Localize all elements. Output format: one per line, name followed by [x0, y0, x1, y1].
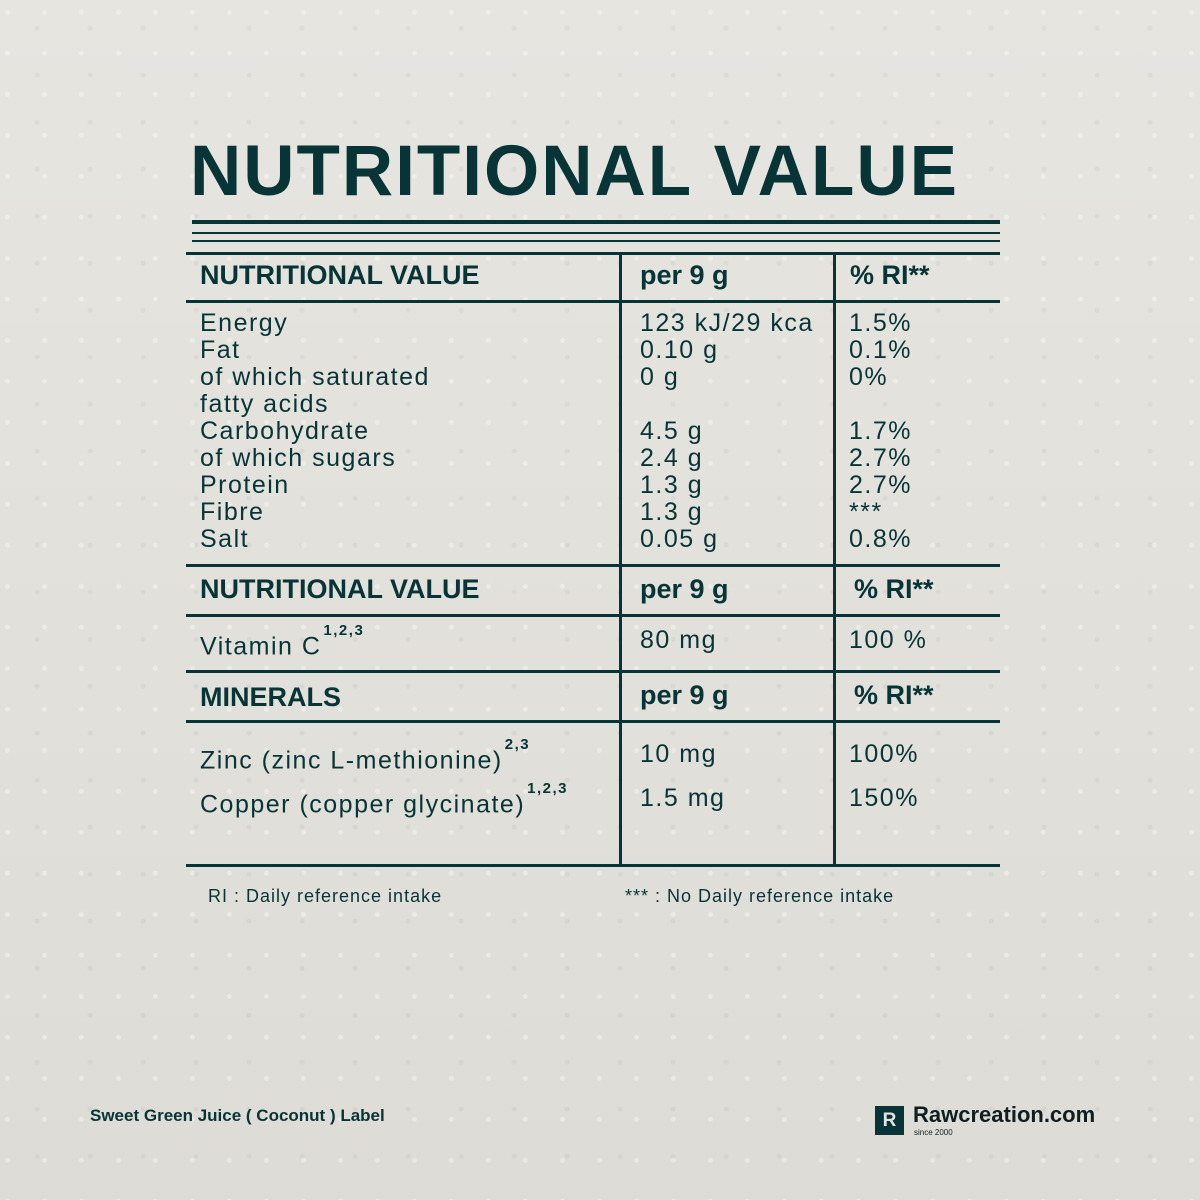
- list-item: of which sugars: [200, 444, 397, 472]
- brand-since: since 2000: [914, 1128, 953, 1137]
- brand-name: Rawcreation.com: [913, 1102, 1096, 1127]
- page-title: NUTRITIONAL VALUE: [190, 132, 959, 211]
- list-item: 1.3 g: [640, 498, 704, 526]
- title-rule-thin-1: [192, 232, 1000, 234]
- section1-amount-column: 123 kJ/29 kca 0.10 g 0 g 4.5 g 2.4 g 1.3…: [640, 310, 814, 553]
- list-item: 0.8%: [849, 525, 912, 553]
- section3-header-minerals: MINERALS: [200, 682, 341, 712]
- zinc-footnote-ref: 2,3: [504, 736, 531, 753]
- column-divider-1: [619, 252, 622, 867]
- title-rule-thick: [192, 220, 1000, 224]
- list-item: Energy: [200, 309, 289, 337]
- list-item: 123 kJ/29 kca: [640, 309, 814, 337]
- footnote-ri: RI : Daily reference intake: [208, 886, 443, 906]
- table-top-rule: [186, 252, 1000, 255]
- list-item: 1.3 g: [640, 471, 704, 499]
- column-divider-2: [833, 252, 836, 867]
- vitamin-c-footnote-ref: 1,2,3: [323, 622, 365, 639]
- copper-ri: 150%: [849, 784, 919, 812]
- list-item: [849, 391, 912, 418]
- section3-top-rule: [186, 670, 1000, 673]
- zinc-label: Zinc (zinc L-methionine): [200, 746, 503, 775]
- section1-ri-column: 1.5% 0.1% 0% 1.7% 2.7% 2.7% *** 0.8%: [849, 310, 912, 553]
- zinc-ri: 100%: [849, 740, 919, 768]
- section2-header-rule: [186, 614, 1000, 617]
- list-item: 0 g: [640, 363, 680, 391]
- copper-name: Copper (copper glycinate)1,2,3: [200, 780, 568, 819]
- vitamin-c-amount: 80 mg: [640, 626, 717, 654]
- zinc-name: Zinc (zinc L-methionine)2,3: [200, 736, 530, 775]
- copper-label: Copper (copper glycinate): [200, 790, 526, 819]
- table-bottom-rule: [186, 864, 1000, 867]
- list-item: 4.5 g: [640, 417, 704, 445]
- section2-header-ri: % RI**: [854, 574, 934, 604]
- section3-header-rule: [186, 720, 1000, 723]
- list-item: of which saturated: [200, 363, 430, 391]
- list-item: 1.5%: [849, 309, 912, 337]
- copper-amount: 1.5 mg: [640, 784, 726, 812]
- vitamin-c-ri: 100 %: [849, 626, 928, 654]
- list-item: 0%: [849, 363, 889, 391]
- section1-header-rule: [186, 300, 1000, 303]
- section1-name-column: Energy Fat of which saturated fatty acid…: [200, 310, 430, 553]
- vitamin-c-label: Vitamin C: [200, 632, 322, 661]
- list-item: Salt: [200, 525, 250, 553]
- list-item: Protein: [200, 471, 290, 499]
- list-item: 1.7%: [849, 417, 912, 445]
- section3-header-ri: % RI**: [854, 680, 934, 710]
- list-item: [640, 391, 814, 418]
- section1-header-nutrient: NUTRITIONAL VALUE: [200, 260, 480, 290]
- list-item: 0.1%: [849, 336, 912, 364]
- copper-footnote-ref: 1,2,3: [527, 780, 569, 797]
- list-item: Fat: [200, 336, 241, 364]
- section1-header-ri: % RI**: [850, 260, 930, 290]
- list-item: 2.7%: [849, 444, 912, 472]
- list-item: 2.7%: [849, 471, 912, 499]
- footnote-no-ri: *** : No Daily reference intake: [625, 886, 895, 906]
- list-item: Carbohydrate: [200, 417, 370, 445]
- zinc-amount: 10 mg: [640, 740, 717, 768]
- list-item: Fibre: [200, 498, 265, 526]
- list-item: 0.10 g: [640, 336, 719, 364]
- list-item: fatty acids: [200, 390, 330, 418]
- section2-header-amount: per 9 g: [640, 574, 729, 604]
- list-item: 2.4 g: [640, 444, 704, 472]
- section1-header-amount: per 9 g: [640, 260, 729, 290]
- brand-logo-icon: R: [875, 1106, 904, 1135]
- list-item: ***: [849, 498, 883, 526]
- section3-header-amount: per 9 g: [640, 680, 729, 710]
- title-rule-thin-2: [192, 240, 1000, 242]
- section2-header-nutrient: NUTRITIONAL VALUE: [200, 574, 480, 604]
- list-item: 0.05 g: [640, 525, 719, 553]
- vitamin-c-name: Vitamin C1,2,3: [200, 622, 364, 661]
- product-label: Sweet Green Juice ( Coconut ) Label: [90, 1106, 385, 1125]
- section2-top-rule: [186, 564, 1000, 567]
